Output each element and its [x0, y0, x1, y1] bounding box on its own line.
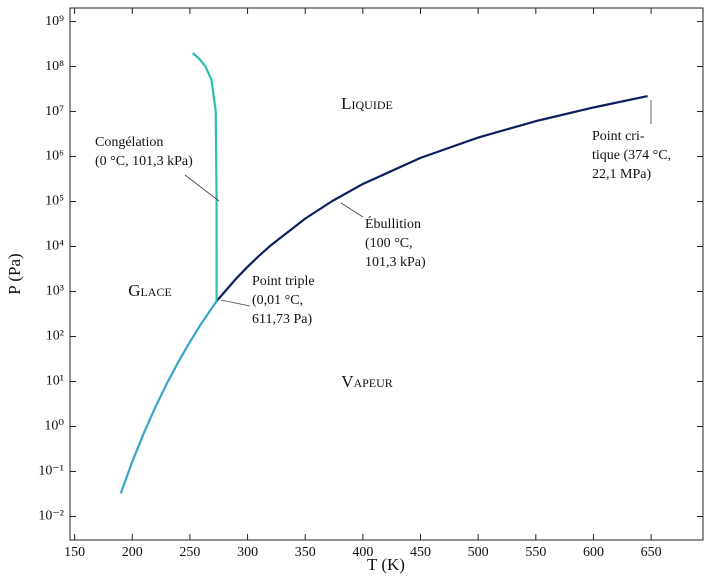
y-tick-label: 10³: [46, 284, 64, 299]
region-label: Vapeur: [341, 372, 393, 391]
y-tick-label: 10⁹: [45, 14, 64, 29]
y-tick-label: 10²: [46, 329, 64, 344]
y-tick-label: 10¹: [46, 374, 64, 389]
region-label: Glace: [128, 281, 172, 300]
x-tick-label: 550: [525, 545, 546, 560]
leader-line: [184, 174, 220, 202]
y-tick-label: 10⁴: [45, 239, 64, 254]
x-axis-title: T (K): [367, 555, 405, 574]
x-tick-label: 600: [583, 545, 604, 560]
annotation: (100 °C,: [365, 236, 413, 251]
y-tick-label: 10⁸: [45, 59, 64, 74]
x-tick-label: 400: [352, 545, 373, 560]
y-tick-label: 10⁵: [45, 194, 64, 209]
x-tick-label: 500: [468, 545, 489, 560]
annotation: Congélation: [95, 135, 163, 150]
y-tick-label: 10⁻¹: [38, 464, 64, 479]
leader-line: [220, 299, 251, 307]
x-tick-label: 650: [641, 545, 662, 560]
y-tick-label: 10⁻²: [38, 509, 64, 524]
annotation: (0,01 °C,: [252, 293, 303, 308]
annotation: 22,1 MPa): [592, 167, 651, 182]
annotation: Point cri-: [592, 129, 645, 144]
x-tick-label: 200: [122, 545, 143, 560]
y-tick-label: 10⁰: [44, 419, 64, 434]
leader-line: [340, 202, 364, 218]
annotation: 611,73 Pa): [252, 312, 312, 327]
annotation: Ébullition: [365, 215, 421, 232]
x-tick-label: 450: [410, 545, 431, 560]
region-label: Liquide: [341, 94, 393, 113]
y-tick-label: 10⁷: [45, 104, 64, 119]
x-tick-label: 300: [237, 545, 258, 560]
annotation: 101,3 kPa): [365, 255, 426, 270]
annotation: (0 °C, 101,3 kPa): [95, 154, 193, 169]
annotation: Point triple: [252, 274, 315, 289]
phase-curve: [119, 300, 218, 494]
phase-curve: [215, 94, 648, 302]
x-tick-label: 350: [295, 545, 316, 560]
phase-curve: [192, 52, 218, 302]
y-axis-title: P (Pa): [5, 253, 24, 294]
plot-frame: [69, 7, 704, 541]
x-tick-label: 250: [179, 545, 200, 560]
y-tick-label: 10⁶: [45, 149, 64, 164]
x-tick-label: 150: [64, 545, 85, 560]
annotation: tique (374 °C,: [592, 148, 671, 163]
